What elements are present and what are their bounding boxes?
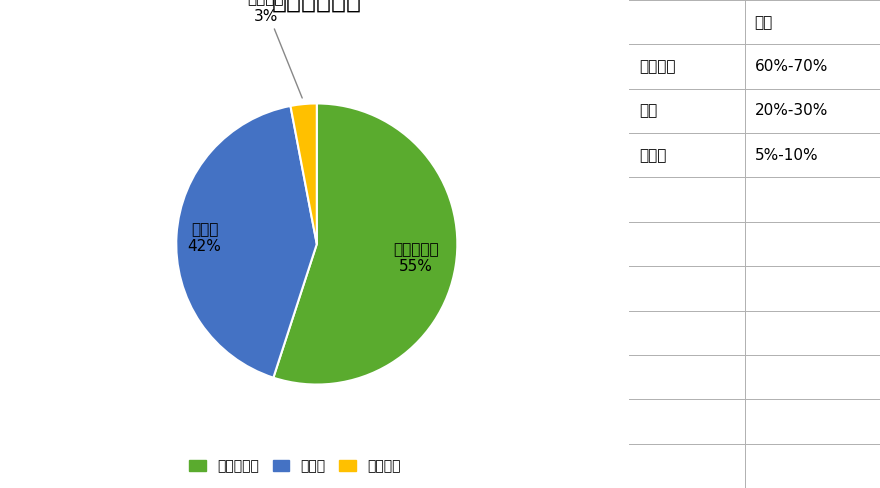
Text: アメリカ株
55%: アメリカ株 55% — [393, 242, 438, 274]
Text: 目安: 目安 — [755, 15, 773, 30]
Title: 株式国別割合: 株式国別割合 — [272, 0, 362, 13]
Text: 日本株
42%: 日本株 42% — [187, 222, 222, 254]
Text: アメリカ: アメリカ — [639, 59, 676, 74]
Text: 60%-70%: 60%-70% — [755, 59, 828, 74]
Text: 日本: 日本 — [639, 103, 657, 119]
Text: 5%-10%: 5%-10% — [755, 148, 818, 163]
Wedge shape — [274, 103, 458, 385]
Text: 新興国: 新興国 — [639, 148, 667, 163]
Legend: アメリカ株, 日本株, 新興国株: アメリカ株, 日本株, 新興国株 — [183, 453, 407, 479]
Text: 新興国株
3%: 新興国株 3% — [247, 0, 302, 98]
Text: 20%-30%: 20%-30% — [755, 103, 828, 119]
Wedge shape — [176, 106, 317, 378]
Wedge shape — [290, 103, 317, 244]
